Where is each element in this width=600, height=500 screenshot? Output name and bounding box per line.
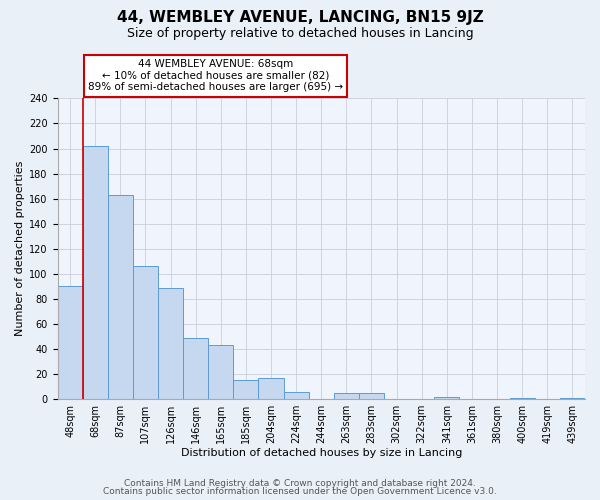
Bar (58, 286, 83, 399)
Text: 44, WEMBLEY AVENUE, LANCING, BN15 9JZ: 44, WEMBLEY AVENUE, LANCING, BN15 9JZ (116, 10, 484, 25)
Text: Contains public sector information licensed under the Open Government Licence v3: Contains public sector information licen… (103, 487, 497, 496)
X-axis label: Distribution of detached houses by size in Lancing: Distribution of detached houses by size … (181, 448, 462, 458)
Bar (183, 338, 208, 399)
Bar (259, 378, 284, 399)
Bar (233, 380, 259, 399)
Bar (334, 393, 359, 399)
Text: 44 WEMBLEY AVENUE: 68sqm
← 10% of detached houses are smaller (82)
89% of semi-d: 44 WEMBLEY AVENUE: 68sqm ← 10% of detach… (88, 59, 343, 92)
Bar (359, 393, 384, 399)
Text: Size of property relative to detached houses in Lancing: Size of property relative to detached ho… (127, 28, 473, 40)
Bar (434, 396, 460, 399)
Bar (133, 266, 158, 399)
Bar (208, 345, 233, 399)
Bar (83, 146, 108, 399)
Bar (158, 288, 183, 399)
Bar (509, 398, 535, 399)
Bar (284, 392, 308, 399)
Text: Contains HM Land Registry data © Crown copyright and database right 2024.: Contains HM Land Registry data © Crown c… (124, 478, 476, 488)
Bar (108, 195, 133, 399)
Y-axis label: Number of detached properties: Number of detached properties (15, 161, 25, 336)
Bar (560, 398, 585, 399)
